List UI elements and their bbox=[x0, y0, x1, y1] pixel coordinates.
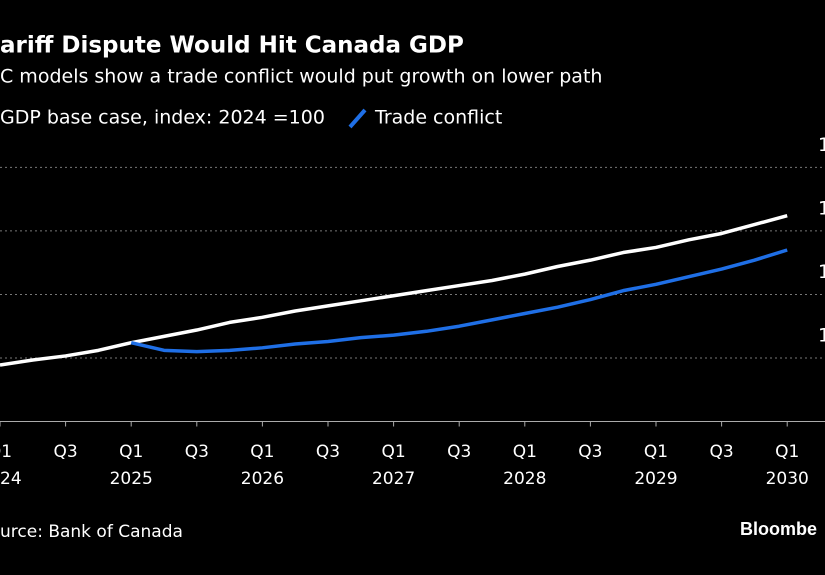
y-tick-label: 110 bbox=[818, 197, 825, 219]
x-tick-label: Q1 bbox=[250, 442, 274, 462]
x-tick-label: Q1 bbox=[0, 442, 12, 462]
x-tick-label: Q1 bbox=[381, 442, 405, 462]
chart-title: ariff Dispute Would Hit Canada GDP bbox=[0, 33, 464, 59]
y-tick-label: 105 bbox=[818, 261, 825, 283]
x-tick-label: Q3 bbox=[53, 442, 77, 462]
source: urce: Bank of Canada bbox=[0, 522, 183, 542]
x-year-label: 2027 bbox=[372, 469, 415, 489]
brand: Bloombe bbox=[740, 519, 817, 539]
series-line bbox=[130, 248, 788, 354]
x-tick-label: Q1 bbox=[644, 442, 668, 462]
x-tick-label: Q3 bbox=[316, 442, 340, 462]
x-year-label: 2026 bbox=[241, 469, 284, 489]
x-year-label: 2030 bbox=[766, 469, 809, 489]
x-tick-label: Q1 bbox=[775, 442, 799, 462]
x-tick-label: Q3 bbox=[709, 442, 733, 462]
chart-subtitle: C models show a trade conflict would put… bbox=[0, 66, 602, 88]
x-tick-label: Q3 bbox=[447, 442, 471, 462]
y-tick-label: 100 bbox=[818, 324, 825, 346]
x-tick-label: Q1 bbox=[119, 442, 143, 462]
legend-label: Trade conflict bbox=[374, 107, 502, 129]
legend-swatch bbox=[348, 108, 367, 129]
x-tick-label: Q1 bbox=[513, 442, 537, 462]
y-tick-label: 115 bbox=[818, 134, 825, 156]
legend-label: GDP base case, index: 2024 =100 bbox=[0, 107, 325, 129]
x-year-label: 2024 bbox=[0, 469, 22, 489]
x-tick-label: Q3 bbox=[578, 442, 602, 462]
x-year-label: 2025 bbox=[110, 469, 153, 489]
x-tick-label: Q3 bbox=[185, 442, 209, 462]
x-year-label: 2029 bbox=[634, 469, 677, 489]
x-year-label: 2028 bbox=[503, 469, 546, 489]
